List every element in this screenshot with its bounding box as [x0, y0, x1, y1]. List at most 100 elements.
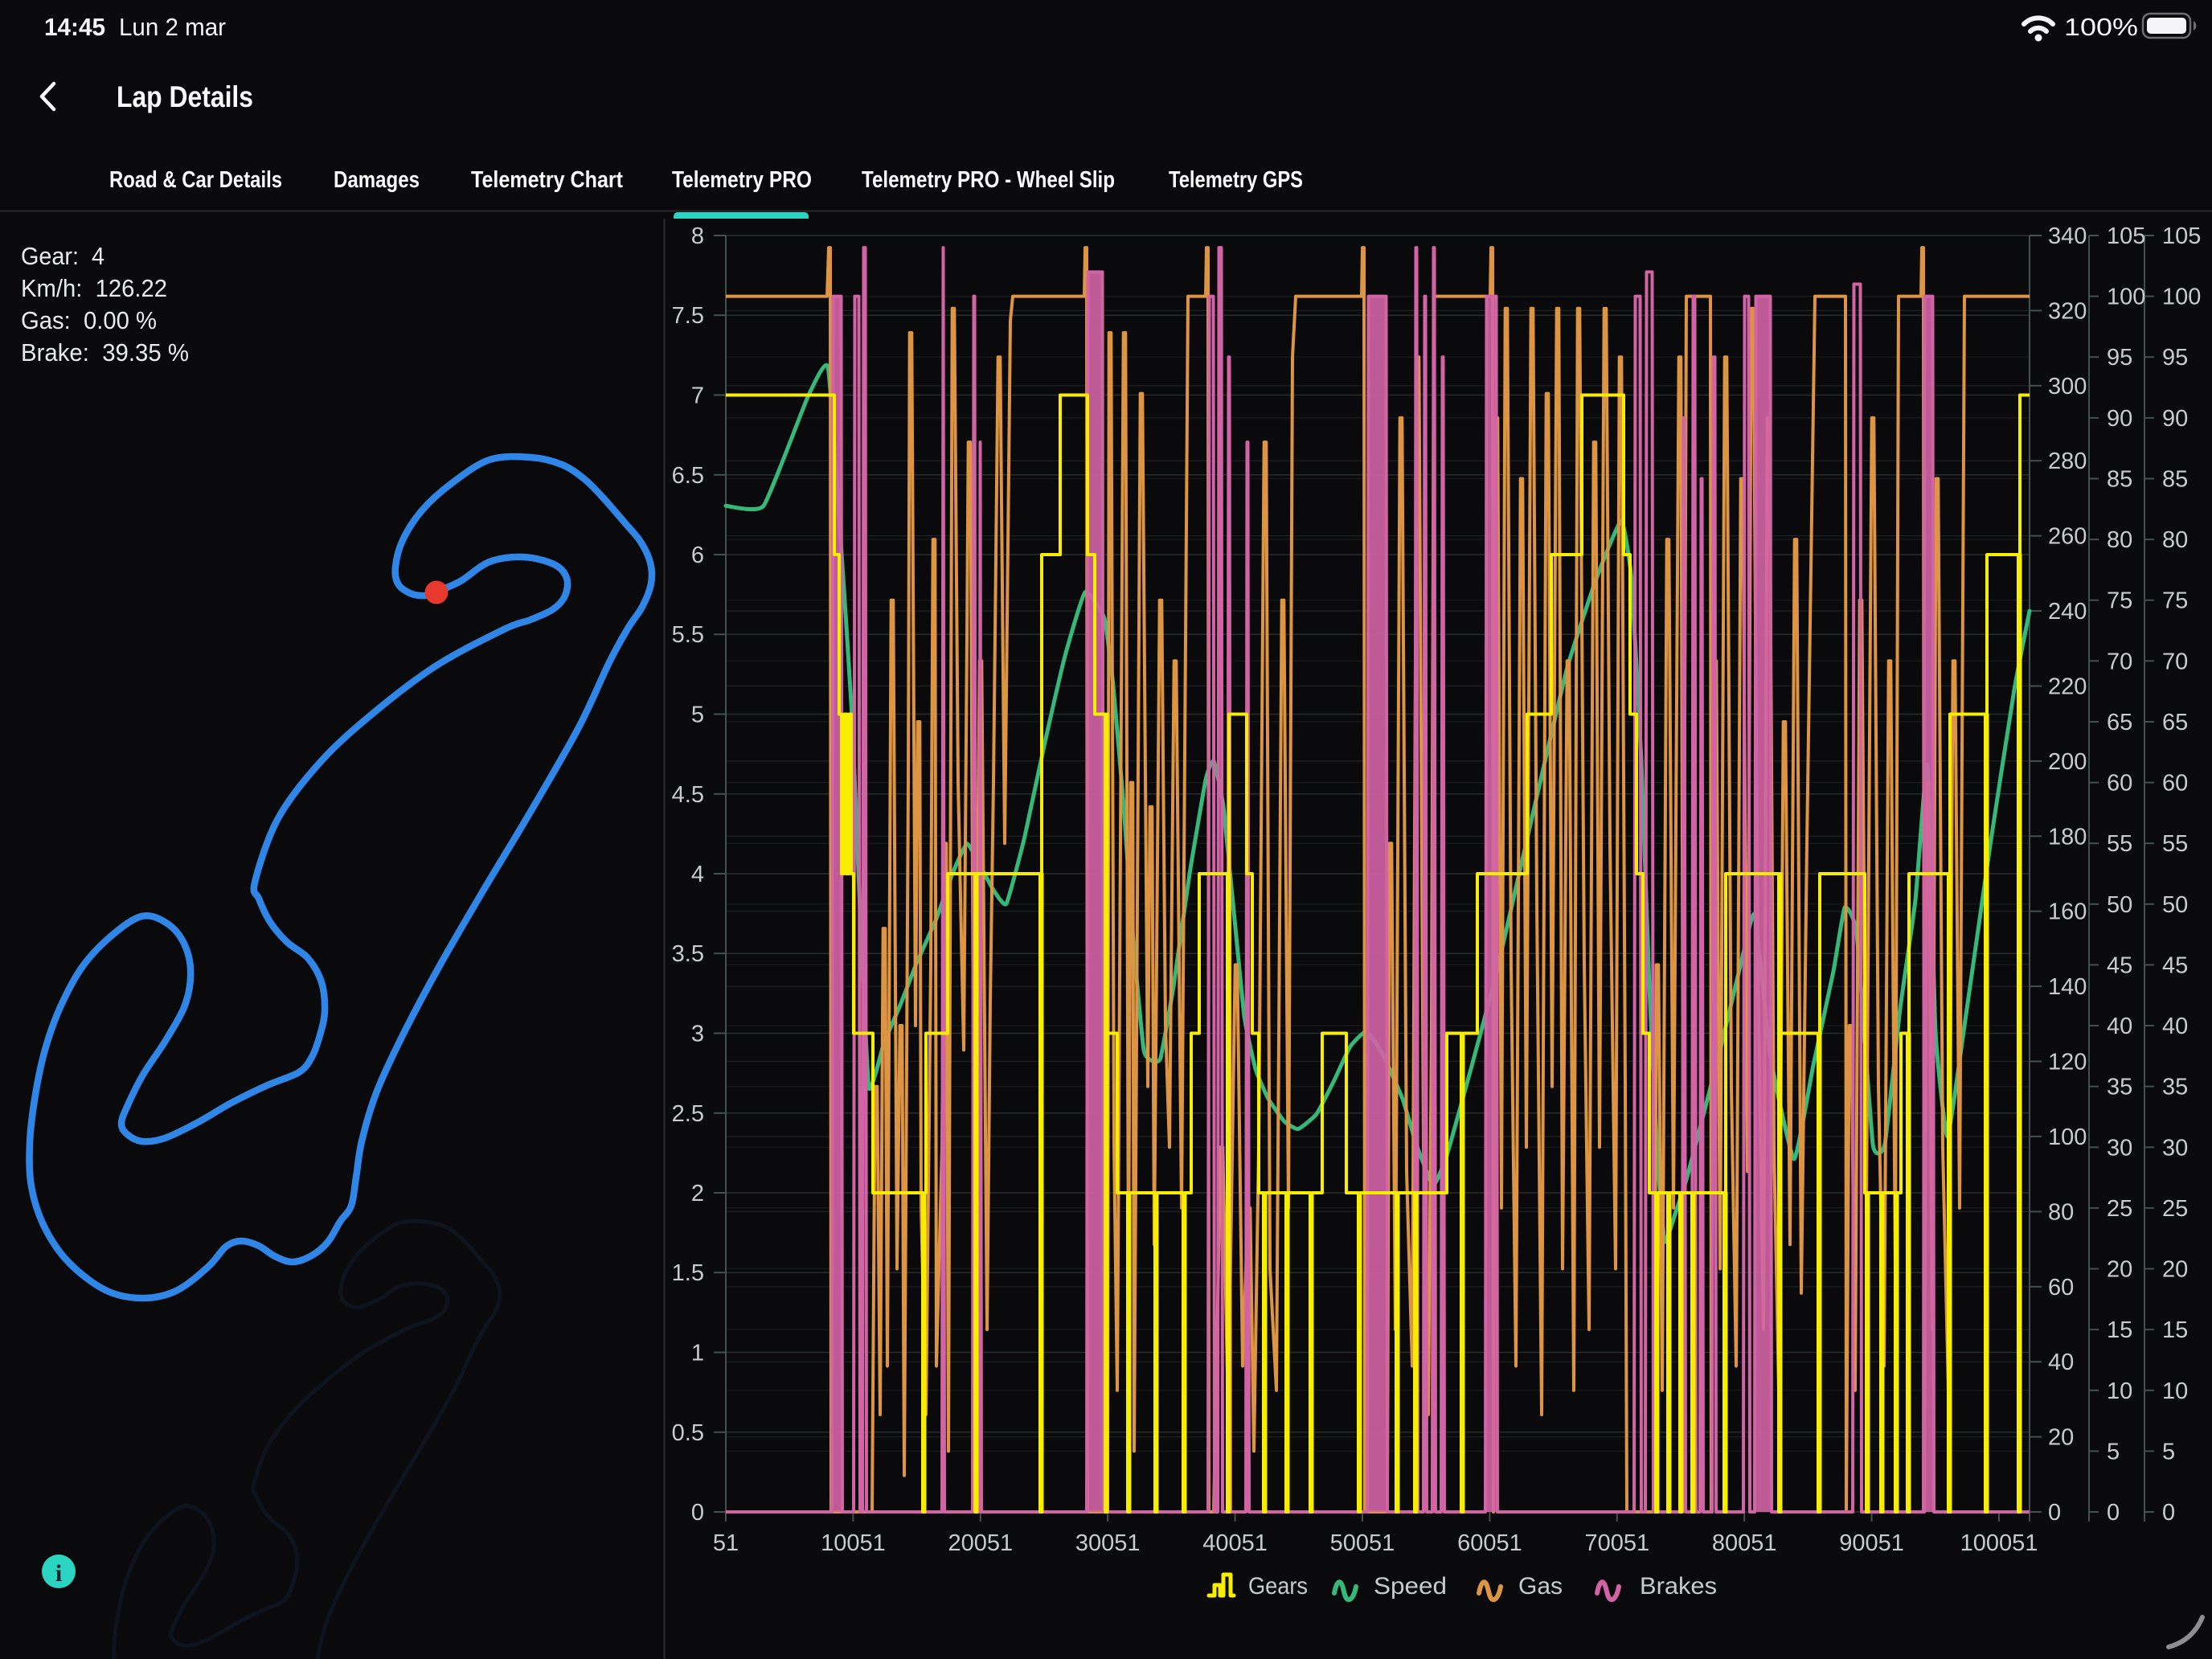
svg-text:55: 55 — [2162, 831, 2188, 857]
svg-text:120: 120 — [2048, 1050, 2087, 1075]
svg-text:75: 75 — [2107, 588, 2132, 614]
svg-text:2.5: 2.5 — [672, 1101, 704, 1127]
svg-text:100: 100 — [2048, 1124, 2087, 1150]
svg-text:51: 51 — [713, 1530, 739, 1556]
svg-text:35: 35 — [2107, 1075, 2132, 1100]
svg-text:5: 5 — [691, 703, 704, 728]
svg-text:45: 45 — [2162, 952, 2188, 978]
svg-text:140: 140 — [2048, 974, 2087, 1000]
svg-text:80: 80 — [2162, 527, 2188, 553]
svg-text:95: 95 — [2162, 345, 2188, 371]
svg-text:25: 25 — [2162, 1196, 2188, 1222]
svg-text:10: 10 — [2162, 1378, 2188, 1404]
svg-text:70: 70 — [2107, 649, 2132, 674]
svg-text:40051: 40051 — [1202, 1530, 1268, 1556]
svg-text:65: 65 — [2162, 710, 2188, 735]
svg-text:105: 105 — [2107, 223, 2145, 249]
svg-text:0: 0 — [2048, 1500, 2061, 1526]
svg-text:60: 60 — [2107, 771, 2132, 797]
svg-text:60: 60 — [2162, 771, 2188, 797]
svg-text:95: 95 — [2107, 345, 2132, 371]
svg-text:80051: 80051 — [1712, 1530, 1777, 1556]
svg-text:85: 85 — [2162, 467, 2188, 493]
svg-text:4.5: 4.5 — [672, 782, 704, 808]
svg-text:10: 10 — [2107, 1378, 2132, 1404]
svg-text:15: 15 — [2162, 1317, 2188, 1343]
svg-text:0.5: 0.5 — [672, 1420, 704, 1446]
svg-text:2: 2 — [691, 1181, 704, 1206]
svg-text:Gas: 0.00 %: Gas: 0.00 % — [21, 306, 157, 334]
svg-text:6: 6 — [691, 543, 704, 568]
svg-text:320: 320 — [2048, 298, 2087, 324]
svg-text:20: 20 — [2162, 1257, 2188, 1283]
svg-text:Telemetry PRO - Wheel Slip: Telemetry PRO - Wheel Slip — [862, 167, 1115, 193]
svg-text:0: 0 — [2107, 1500, 2120, 1526]
svg-text:Km/h: 126.22: Km/h: 126.22 — [21, 274, 167, 302]
svg-text:240: 240 — [2048, 599, 2087, 625]
svg-text:280: 280 — [2048, 449, 2087, 474]
svg-text:340: 340 — [2048, 223, 2087, 249]
svg-text:0: 0 — [2162, 1500, 2175, 1526]
svg-text:Telemetry Chart: Telemetry Chart — [471, 167, 623, 193]
svg-text:Speed: Speed — [1374, 1573, 1447, 1600]
svg-text:5.5: 5.5 — [672, 622, 704, 648]
svg-text:100: 100 — [2107, 285, 2145, 310]
svg-text:7: 7 — [691, 383, 704, 409]
svg-text:30: 30 — [2162, 1135, 2188, 1161]
svg-text:50051: 50051 — [1330, 1530, 1395, 1556]
svg-text:45: 45 — [2107, 952, 2132, 978]
svg-text:Telemetry PRO: Telemetry PRO — [672, 167, 812, 193]
svg-text:90: 90 — [2162, 406, 2188, 432]
svg-text:1: 1 — [691, 1341, 704, 1366]
svg-text:160: 160 — [2048, 899, 2087, 925]
svg-text:55: 55 — [2107, 831, 2132, 857]
svg-text:100%: 100% — [2064, 13, 2138, 41]
svg-text:Gear: 4: Gear: 4 — [21, 242, 104, 270]
svg-text:8: 8 — [691, 223, 704, 249]
svg-text:90051: 90051 — [1839, 1530, 1904, 1556]
svg-text:7.5: 7.5 — [672, 303, 704, 329]
svg-text:14:45: 14:45 — [44, 13, 105, 41]
svg-text:180: 180 — [2048, 824, 2087, 850]
svg-text:40: 40 — [2162, 1014, 2188, 1039]
svg-text:30: 30 — [2107, 1135, 2132, 1161]
svg-text:60: 60 — [2048, 1275, 2074, 1301]
svg-text:60051: 60051 — [1457, 1530, 1522, 1556]
svg-text:300: 300 — [2048, 374, 2087, 399]
svg-text:5: 5 — [2107, 1439, 2120, 1464]
svg-text:Telemetry GPS: Telemetry GPS — [1169, 167, 1303, 193]
svg-text:Gas: Gas — [1518, 1573, 1563, 1600]
svg-text:3.5: 3.5 — [672, 941, 704, 967]
svg-text:40: 40 — [2048, 1350, 2074, 1375]
svg-text:20: 20 — [2048, 1425, 2074, 1451]
svg-text:100: 100 — [2162, 285, 2201, 310]
svg-text:3: 3 — [691, 1022, 704, 1047]
svg-text:Brake: 39.35 %: Brake: 39.35 % — [21, 338, 189, 367]
svg-text:Gears: Gears — [1248, 1573, 1308, 1600]
svg-text:6.5: 6.5 — [672, 463, 704, 489]
svg-text:4: 4 — [691, 862, 704, 887]
svg-text:90: 90 — [2107, 406, 2132, 432]
svg-text:50: 50 — [2107, 892, 2132, 918]
svg-text:50: 50 — [2162, 892, 2188, 918]
svg-text:5: 5 — [2162, 1439, 2175, 1464]
svg-text:35: 35 — [2162, 1075, 2188, 1100]
svg-text:Road & Car Details: Road & Car Details — [109, 167, 282, 193]
svg-text:105: 105 — [2162, 223, 2201, 249]
svg-text:80: 80 — [2107, 527, 2132, 553]
svg-text:80: 80 — [2048, 1199, 2074, 1225]
svg-text:100051: 100051 — [1960, 1530, 2038, 1556]
svg-text:15: 15 — [2107, 1317, 2132, 1343]
svg-text:70: 70 — [2162, 649, 2188, 674]
svg-text:20: 20 — [2107, 1257, 2132, 1283]
svg-text:Brakes: Brakes — [1640, 1573, 1717, 1600]
svg-text:75: 75 — [2162, 588, 2188, 614]
svg-text:25: 25 — [2107, 1196, 2132, 1222]
svg-text:0: 0 — [691, 1500, 704, 1526]
svg-text:65: 65 — [2107, 710, 2132, 735]
svg-text:Lun 2 mar: Lun 2 mar — [119, 13, 226, 41]
svg-text:Lap Details: Lap Details — [117, 80, 253, 113]
svg-text:Damages: Damages — [334, 167, 420, 193]
svg-text:200: 200 — [2048, 749, 2087, 775]
svg-text:20051: 20051 — [948, 1530, 1013, 1556]
